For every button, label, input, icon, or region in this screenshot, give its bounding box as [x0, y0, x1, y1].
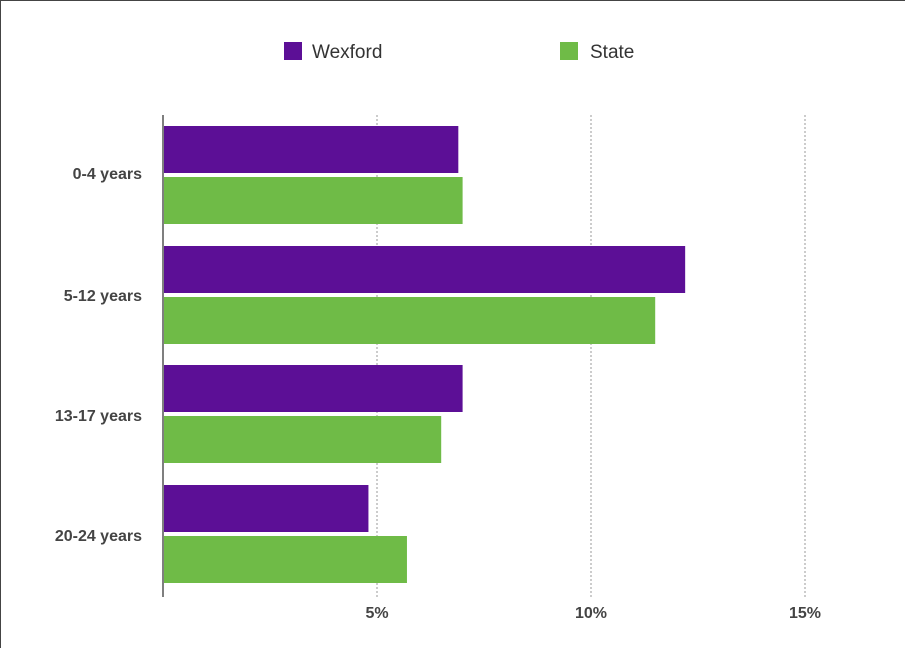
legend: Wexford State — [284, 42, 634, 63]
legend-swatch-wexford — [284, 42, 302, 60]
category-label-0-4-years: 0-4 years — [73, 166, 142, 183]
bars — [164, 126, 686, 583]
bar-wexford-20-24-years — [164, 485, 369, 532]
x-tick-label-15: 15% — [789, 605, 821, 622]
legend-swatch-state — [560, 42, 578, 60]
bar-state-13-17-years — [164, 416, 442, 463]
x-axis-tick-labels: 5% 10% 15% — [365, 605, 821, 622]
bar-state-0-4-years — [164, 177, 463, 224]
x-tick-label-10: 10% — [575, 605, 607, 622]
category-label-20-24-years: 20-24 years — [55, 528, 142, 545]
category-label-5-12-years: 5-12 years — [64, 288, 142, 305]
bar-wexford-0-4-years — [164, 126, 459, 173]
bar-state-20-24-years — [164, 536, 407, 583]
legend-label-wexford: Wexford — [312, 42, 382, 63]
bar-state-5-12-years — [164, 297, 656, 344]
category-label-13-17-years: 13-17 years — [55, 408, 142, 425]
bar-wexford-5-12-years — [164, 246, 686, 293]
category-labels: 0-4 years 5-12 years 13-17 years 20-24 y… — [55, 166, 142, 545]
bar-wexford-13-17-years — [164, 365, 463, 412]
x-tick-label-5: 5% — [365, 605, 388, 622]
legend-label-state: State — [590, 42, 634, 63]
